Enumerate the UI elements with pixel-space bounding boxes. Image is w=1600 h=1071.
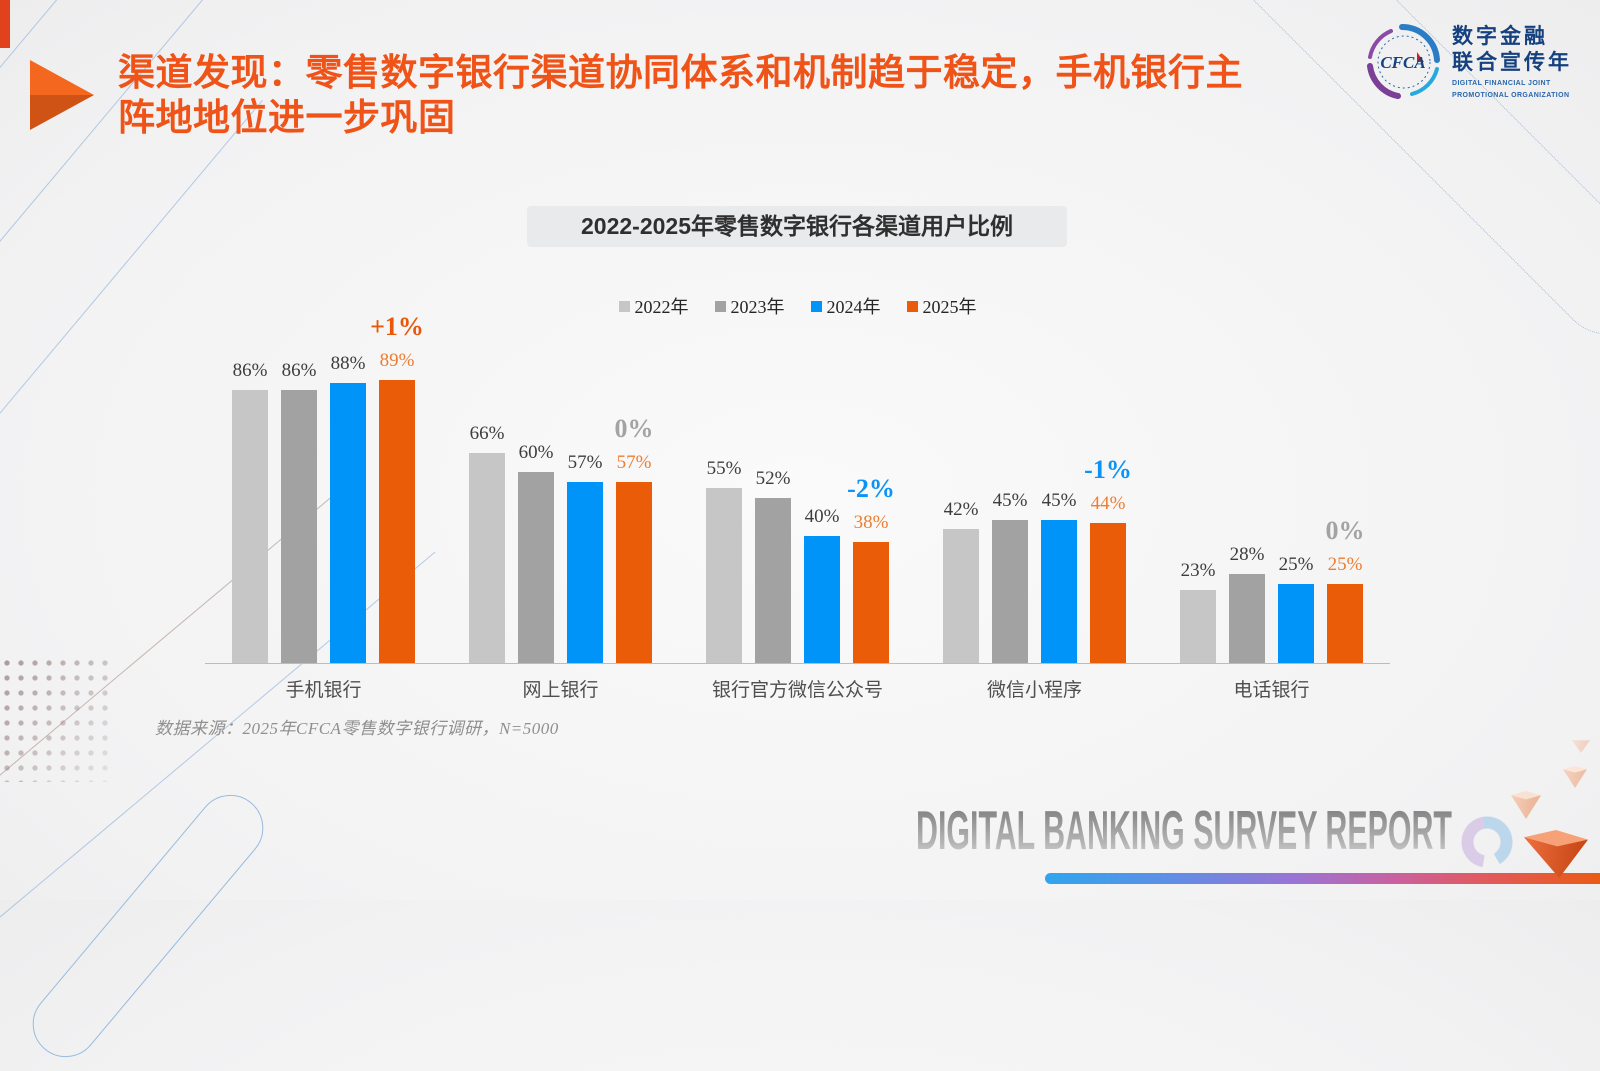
bar-value-label: 28% [1229,543,1265,565]
logo-cn-line1: 数字金融 [1452,25,1548,48]
bar: 28% [1229,544,1265,663]
bar-group: 23% 28% 25% 25% 0% [1153,343,1390,663]
legend-item: 2024年 [810,293,881,319]
header-arrow-icon [30,60,94,130]
legend-label: 2022年 [634,297,689,317]
logo-cfca-text: CFCA [1380,53,1425,72]
bar-annotation: 0% [614,413,654,443]
page-title-line1: 渠道发现：零售数字银行渠道协同体系和机制趋于稳定，手机银行主 [118,52,1243,93]
legend-item: 2023年 [714,293,785,319]
pyramid-decoration-medium [1511,791,1541,819]
bar-value-label: 38% [853,512,889,534]
bar-value-label: 40% [804,505,840,527]
bar: 57% 0% [615,414,654,663]
legend-swatch [906,300,918,312]
bar-value-label: 57% [567,451,603,473]
bar-value-label: 52% [755,467,791,489]
bar-group: 55% 52% 40% 38% -2% [679,343,916,663]
bar-value-label: 60% [518,442,554,464]
bar-value-label: 25% [1327,553,1363,575]
legend-label: 2023年 [730,297,785,317]
bar-value-label: 25% [1278,553,1314,575]
logo-en-line1: DIGITAL FINANCIAL JOINT [1452,80,1551,87]
legend-label: 2025年 [922,297,977,317]
cfca-emblem-icon: CFCA [1367,23,1440,99]
bar: 89% +1% [370,312,424,663]
legend-swatch [810,300,822,312]
bar: 66% [469,423,505,663]
chart-plot: 86% 86% 88% 89% +1% 66% 60% 57% 57% 0% 55% 52% 40% 38… [205,312,1390,663]
x-axis-line [205,663,1390,664]
donut-decoration [1461,816,1513,868]
bar-group: 66% 60% 57% 57% 0% [442,343,679,663]
bar: 55% [706,458,742,663]
bar-value-label: 89% [379,349,415,371]
bar: 38% -2% [847,474,895,663]
bar: 44% -1% [1084,455,1132,663]
logo-name-block: 数字金融 联合宣传年 DIGITAL FINANCIAL JOINT PROMO… [1452,24,1572,100]
legend-swatch [714,300,726,312]
dots-pattern [4,660,116,782]
source-note: 数据来源：2025年CFCA零售数字银行调研，N=5000 [155,719,559,738]
bar: 86% [281,360,317,663]
bar-value-label: 86% [232,359,268,381]
pyramid-decoration-large [1524,830,1588,878]
bar: 88% [330,353,366,663]
category-label: 微信小程序 [986,680,1082,701]
category-label: 手机银行 [285,680,362,701]
bar-value-label: 44% [1090,493,1126,515]
bar: 40% [804,506,840,663]
chart-legend: 2022年 2023年 2024年 2025年 [205,293,1390,319]
bar: 23% [1180,560,1216,663]
bar-value-label: 57% [616,451,652,473]
bar-value-label: 88% [330,353,366,375]
chart-title: 2022-2025年零售数字银行各渠道用户比例 [527,206,1067,247]
category-label: 电话银行 [1233,680,1310,701]
logo-cn-line2: 联合宣传年 [1452,51,1572,74]
bar-annotation: 0% [1325,515,1365,545]
watermark-text: DIGITAL BANKING SURVEY REPORT [916,799,1452,861]
bar-value-label: 42% [943,499,979,521]
category-label: 银行官方微信公众号 [711,680,883,701]
bar-annotation: -2% [847,474,895,504]
bar-value-label: 86% [281,359,317,381]
bar-value-label: 45% [992,489,1028,511]
bar-group: 86% 86% 88% 89% +1% [205,312,442,663]
logo-en-line2: PROMOTIONAL ORGANIZATION [1452,92,1570,99]
bar: 52% [755,468,791,663]
category-label: 网上银行 [522,680,599,701]
bar-group: 42% 45% 45% 44% -1% [916,343,1153,663]
page-title-line2: 阵地地位进一步巩固 [118,97,456,138]
bar-value-label: 23% [1180,559,1216,581]
bar: 25% 0% [1326,516,1365,663]
corner-accent [0,0,10,48]
bar: 60% [518,442,554,663]
bar: 57% [567,452,603,663]
bar-annotation: +1% [370,311,424,341]
capsule-outline-decoration [19,781,277,1071]
bar-annotation: -1% [1084,455,1132,485]
bar: 25% [1278,554,1314,663]
bar: 42% [943,499,979,663]
bar: 45% [992,490,1028,663]
category-labels: 手机银行 网上银行 银行官方微信公众号 微信小程序 电话银行 [205,675,1390,702]
legend-item: 2022年 [618,293,689,319]
legend-label: 2024年 [826,297,881,317]
diagonal-line [0,0,234,301]
bar: 45% [1041,490,1077,663]
legend-item: 2025年 [906,293,977,319]
cfca-logo: CFCA 数字金融 联合宣传年 DIGITAL FINANCIAL JOINT … [1364,22,1572,102]
legend-swatch [618,300,630,312]
bar-value-label: 45% [1041,489,1077,511]
pyramid-decoration-tiny [1572,738,1590,753]
bar-value-label: 55% [706,458,742,480]
gradient-bar [1045,873,1600,884]
bar-value-label: 66% [469,423,505,445]
bar: 86% [232,360,268,663]
pyramid-decoration-small [1563,766,1587,788]
page-title: 渠道发现：零售数字银行渠道协同体系和机制趋于稳定，手机银行主 阵地地位进一步巩固 [118,50,1358,140]
